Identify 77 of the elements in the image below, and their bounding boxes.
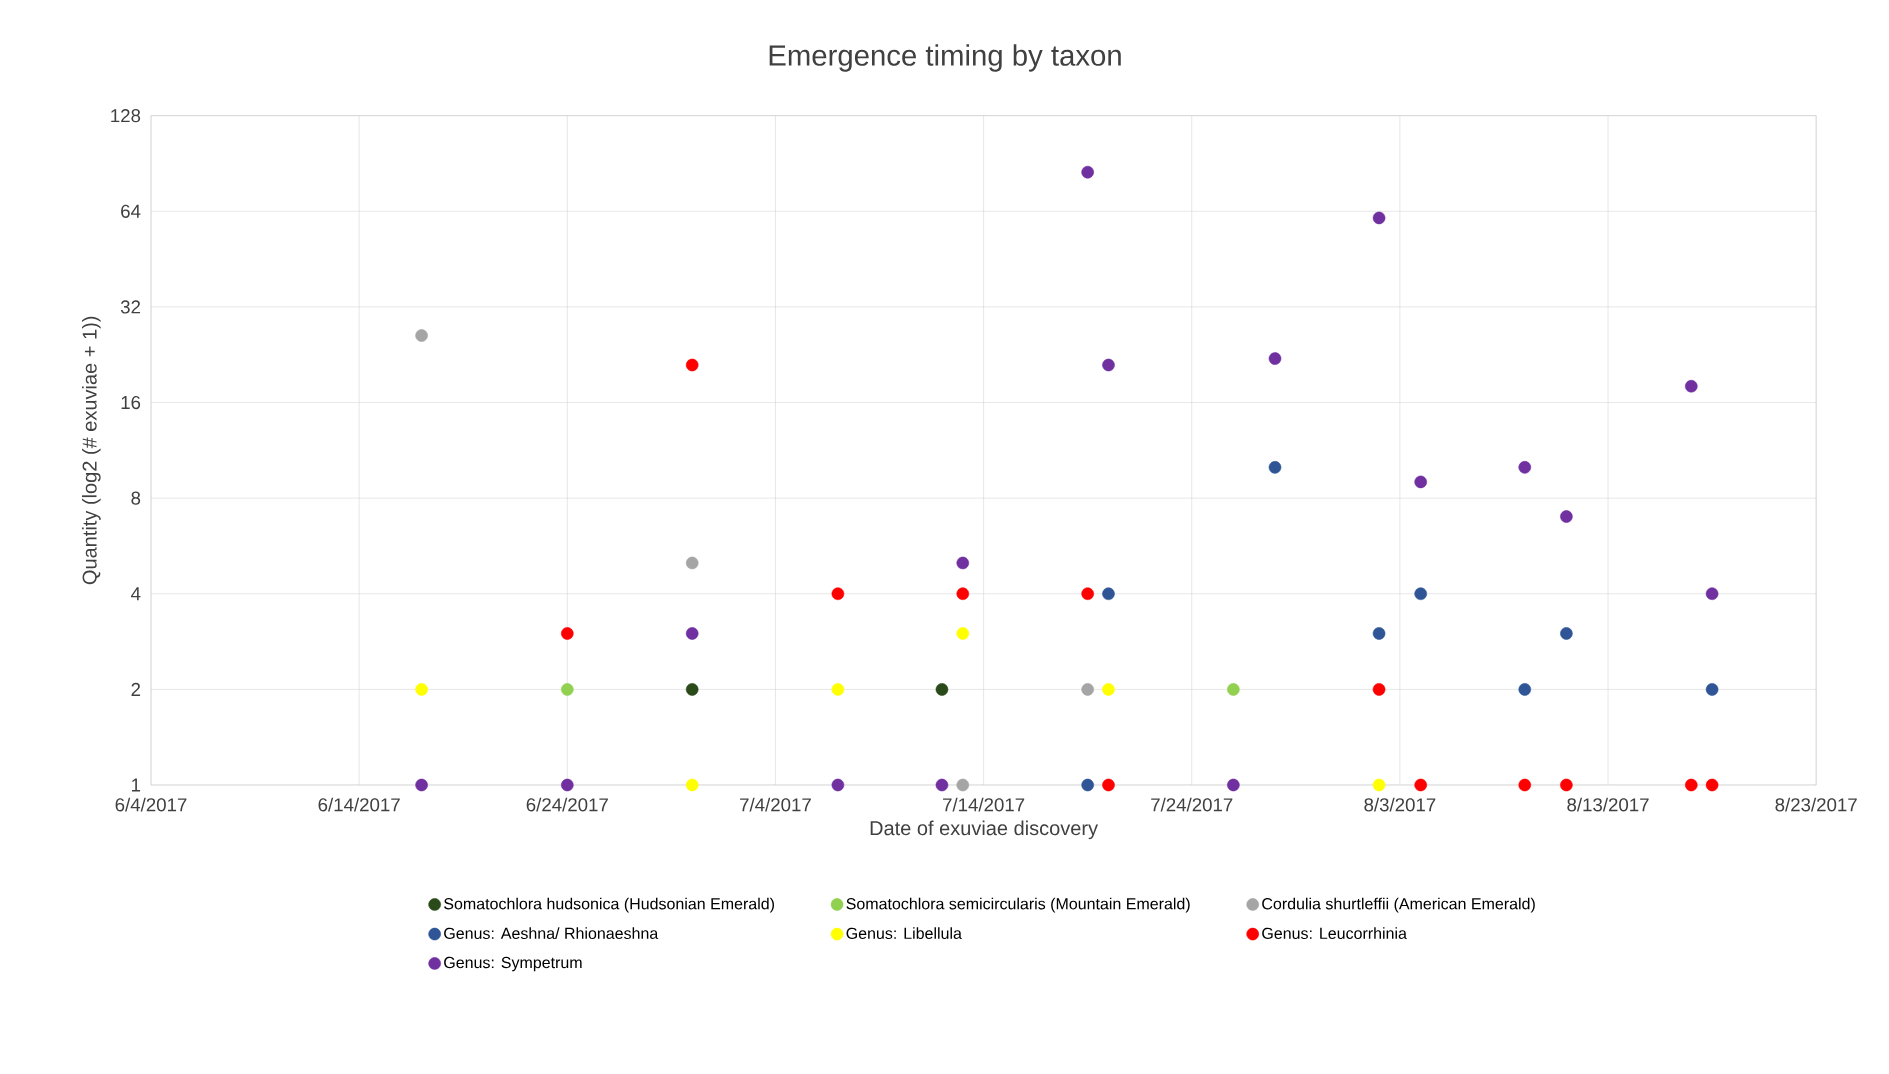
point [956, 627, 970, 640]
point [1081, 778, 1094, 792]
point [685, 358, 699, 372]
point [415, 778, 428, 792]
point [1372, 627, 1386, 640]
y-axis-title: Quantity (log2 (# exuviae + 1)) [82, 316, 101, 585]
legend-label: Somatochlora semicircularis (Mountain Emerald) [846, 897, 1190, 913]
point [1268, 461, 1282, 474]
point [1372, 683, 1386, 696]
point [1705, 683, 1719, 696]
point [1518, 461, 1532, 474]
point [1685, 778, 1698, 792]
point [1560, 627, 1573, 640]
legend-label: Genus: Leucorrhinia [1262, 927, 1407, 940]
point [1414, 475, 1427, 489]
point [561, 683, 574, 696]
point [935, 683, 949, 696]
y-tick-label: 1 [132, 778, 141, 792]
point [1705, 778, 1719, 792]
point [1227, 778, 1240, 792]
chart-title: Emergence timing by taxon [769, 44, 1121, 72]
point [685, 683, 699, 696]
x-axis-title: Date of exuviae discovery [870, 820, 1098, 840]
point [1081, 165, 1094, 179]
x-tick-label: 7/24/2017 [1151, 797, 1233, 812]
x-tick-label: 7/14/2017 [943, 797, 1025, 812]
point [1705, 587, 1719, 601]
y-tick-label: 128 [111, 109, 141, 123]
point [415, 329, 428, 342]
point [956, 778, 970, 792]
y-tick-label: 64 [121, 204, 141, 218]
point [685, 556, 699, 570]
point [935, 778, 949, 792]
point [831, 683, 845, 696]
y-tick-label: 2 [131, 682, 141, 696]
point [1560, 510, 1573, 523]
point [831, 587, 845, 601]
point [1102, 778, 1115, 792]
legend-label: Genus: Aeshna/ Rhionaeshna [444, 927, 659, 940]
point [415, 683, 428, 696]
point [1268, 352, 1282, 365]
point [685, 778, 699, 792]
point [1081, 683, 1094, 696]
legend-label: Cordulia shurtleffii (American Emerald) [1262, 897, 1535, 913]
x-tick-label: 6/24/2017 [526, 797, 608, 812]
point [1518, 683, 1532, 696]
legend-label: Genus: Sympetrum [444, 956, 582, 972]
y-tick-label: 8 [131, 491, 141, 505]
point [561, 778, 574, 792]
point [1414, 778, 1427, 792]
point [1227, 683, 1240, 696]
point [956, 556, 970, 570]
x-tick-label: 8/13/2017 [1567, 797, 1649, 812]
x-tick-label: 8/23/2017 [1775, 797, 1857, 812]
point [1102, 358, 1115, 372]
point [831, 778, 845, 792]
x-tick-label: 6/4/2017 [115, 797, 187, 812]
point [956, 587, 970, 601]
point [1685, 380, 1698, 393]
point [1560, 778, 1573, 792]
point [1372, 778, 1386, 792]
y-tick-label: 16 [121, 395, 141, 410]
y-tick-label: 32 [120, 300, 141, 314]
x-tick-label: 8/3/2017 [1364, 797, 1436, 812]
legend-label: Somatochlora hudsonica (Hudsonian Emerald) [444, 897, 774, 913]
point [1518, 778, 1532, 792]
point [1372, 211, 1386, 225]
point [1102, 683, 1115, 696]
point [1414, 587, 1427, 601]
legend-label: Genus: Libellula [846, 927, 962, 940]
y-tick-label: 4 [131, 587, 141, 601]
point [561, 627, 574, 640]
point [685, 627, 699, 640]
x-tick-label: 6/14/2017 [318, 797, 400, 812]
point [1081, 587, 1094, 601]
x-tick-label: 7/4/2017 [740, 797, 811, 812]
point [1102, 587, 1115, 601]
